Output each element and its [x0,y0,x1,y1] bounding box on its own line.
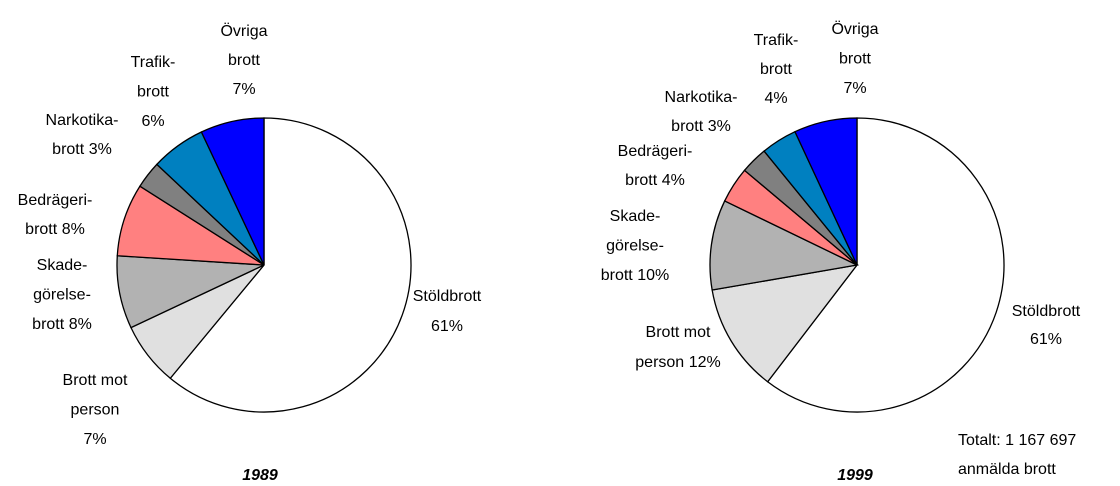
slice-label-line: Brott mot [646,324,711,341]
slice-label-line: brott [671,118,704,135]
slice-label-line: Bedrägeri- [18,192,93,209]
slice-label-line: Narkotika- [665,89,738,106]
slice-label: Övriga brott [220,22,267,69]
slice-label: Brott mot person [63,372,128,419]
slice-label: Skade-görelse-brott [32,257,91,333]
slice-label: Trafik-brott [131,54,176,101]
slice-label-line: Stöldbrott [413,288,482,305]
pie-slice [711,264,859,383]
slice-label-line: brott [601,267,634,284]
slice-value-label: 6% [141,113,164,130]
slice-label: Narkotika-brott [46,112,119,158]
slice-label: Övriga brott [831,20,878,68]
slice-value-label: 3% [708,118,731,135]
slice-label: Narkotika-brott [665,89,738,135]
pie-slice [709,200,860,291]
slice-label-line: görelse- [33,287,91,304]
slice-label: Skade-görelse-brott [601,208,664,284]
slice-value-label: 61% [1030,331,1062,348]
slice-value-label: 7% [83,431,106,448]
slice-label-line: person [635,354,684,371]
pie-slice [169,117,412,413]
slice-label-line: brott [52,141,85,158]
slice-value-label: 61% [431,318,463,335]
slice-label-line: brott [32,316,65,333]
annotation-line: anmälda brott [958,461,1056,478]
pie-slice [794,117,858,266]
slice-label-line: brott [228,52,261,69]
slice-label-line: Skade- [610,208,661,225]
slice-label-line: görelse- [606,238,664,255]
slice-label-line: person [71,402,120,419]
slice-label-line: brott [760,61,793,78]
slice-value-label: 8% [69,316,92,333]
pie-slice [200,117,265,266]
slice-label-line: brott [137,84,170,101]
slice-label: Stöldbrott [1012,303,1081,320]
slice-label: Stöldbrott [413,288,482,305]
slice-label-line: Övriga [220,22,267,40]
annotation-line: Totalt: 1 167 697 [958,432,1076,449]
slice-label-line: Övriga [831,20,878,38]
pie-slice [766,117,1005,413]
slice-value-label: 7% [843,80,866,97]
slice-label-line: Bedrägeri- [618,143,693,160]
slice-label-line: brott [839,51,872,68]
slice-label: Trafik-brott [754,32,799,78]
slice-label: Bedrägeri-brott [18,192,93,238]
slice-label-line: brott [625,172,658,189]
slice-label-line: Narkotika- [46,112,119,129]
slice-label-line: Stöldbrott [1012,303,1081,320]
slice-value-label: 3% [89,141,112,158]
slice-value-label: 12% [689,354,721,371]
slice-label-line: Trafik- [131,54,176,71]
slice-label-line: Brott mot [63,372,128,389]
slice-value-label: 10% [637,267,669,284]
slice-label-line: Trafik- [754,32,799,49]
slice-value-label: 8% [62,221,85,238]
slice-value-label: 4% [764,90,787,107]
slice-value-label: 4% [662,172,685,189]
annotation: Totalt: 1 167 697 anmälda brott [958,432,1076,478]
slice-label-line: Skade- [37,257,88,274]
slice-value-label: 7% [232,81,255,98]
chart-title: 1999 [837,467,873,484]
slice-label: Bedrägeri-brott [618,143,693,189]
slice-label-line: brott [25,221,58,238]
chart-title: 1989 [242,467,278,484]
slice-label: Brott mot person [635,324,711,371]
